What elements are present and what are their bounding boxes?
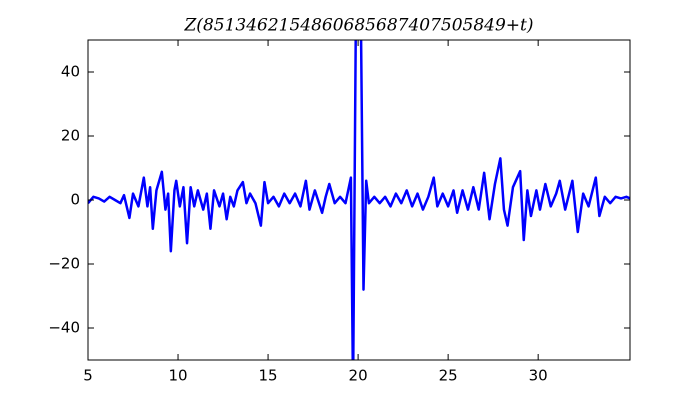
y-tick-label: 0	[70, 191, 80, 209]
x-tick-label: 10	[168, 367, 187, 385]
x-tick-label: 15	[259, 367, 278, 385]
y-tick-label: −40	[48, 319, 80, 337]
y-tick-label: 40	[61, 63, 80, 81]
y-tick-label: 20	[61, 127, 80, 145]
y-tick-label: −20	[48, 255, 80, 273]
chart-title: Z(8513462154860685687407505849+t)	[184, 16, 534, 36]
x-tick-label: 5	[83, 367, 93, 385]
x-tick-label: 25	[439, 367, 458, 385]
data-line	[88, 40, 630, 360]
x-tick-label: 30	[529, 367, 548, 385]
x-tick-label: 20	[349, 367, 368, 385]
